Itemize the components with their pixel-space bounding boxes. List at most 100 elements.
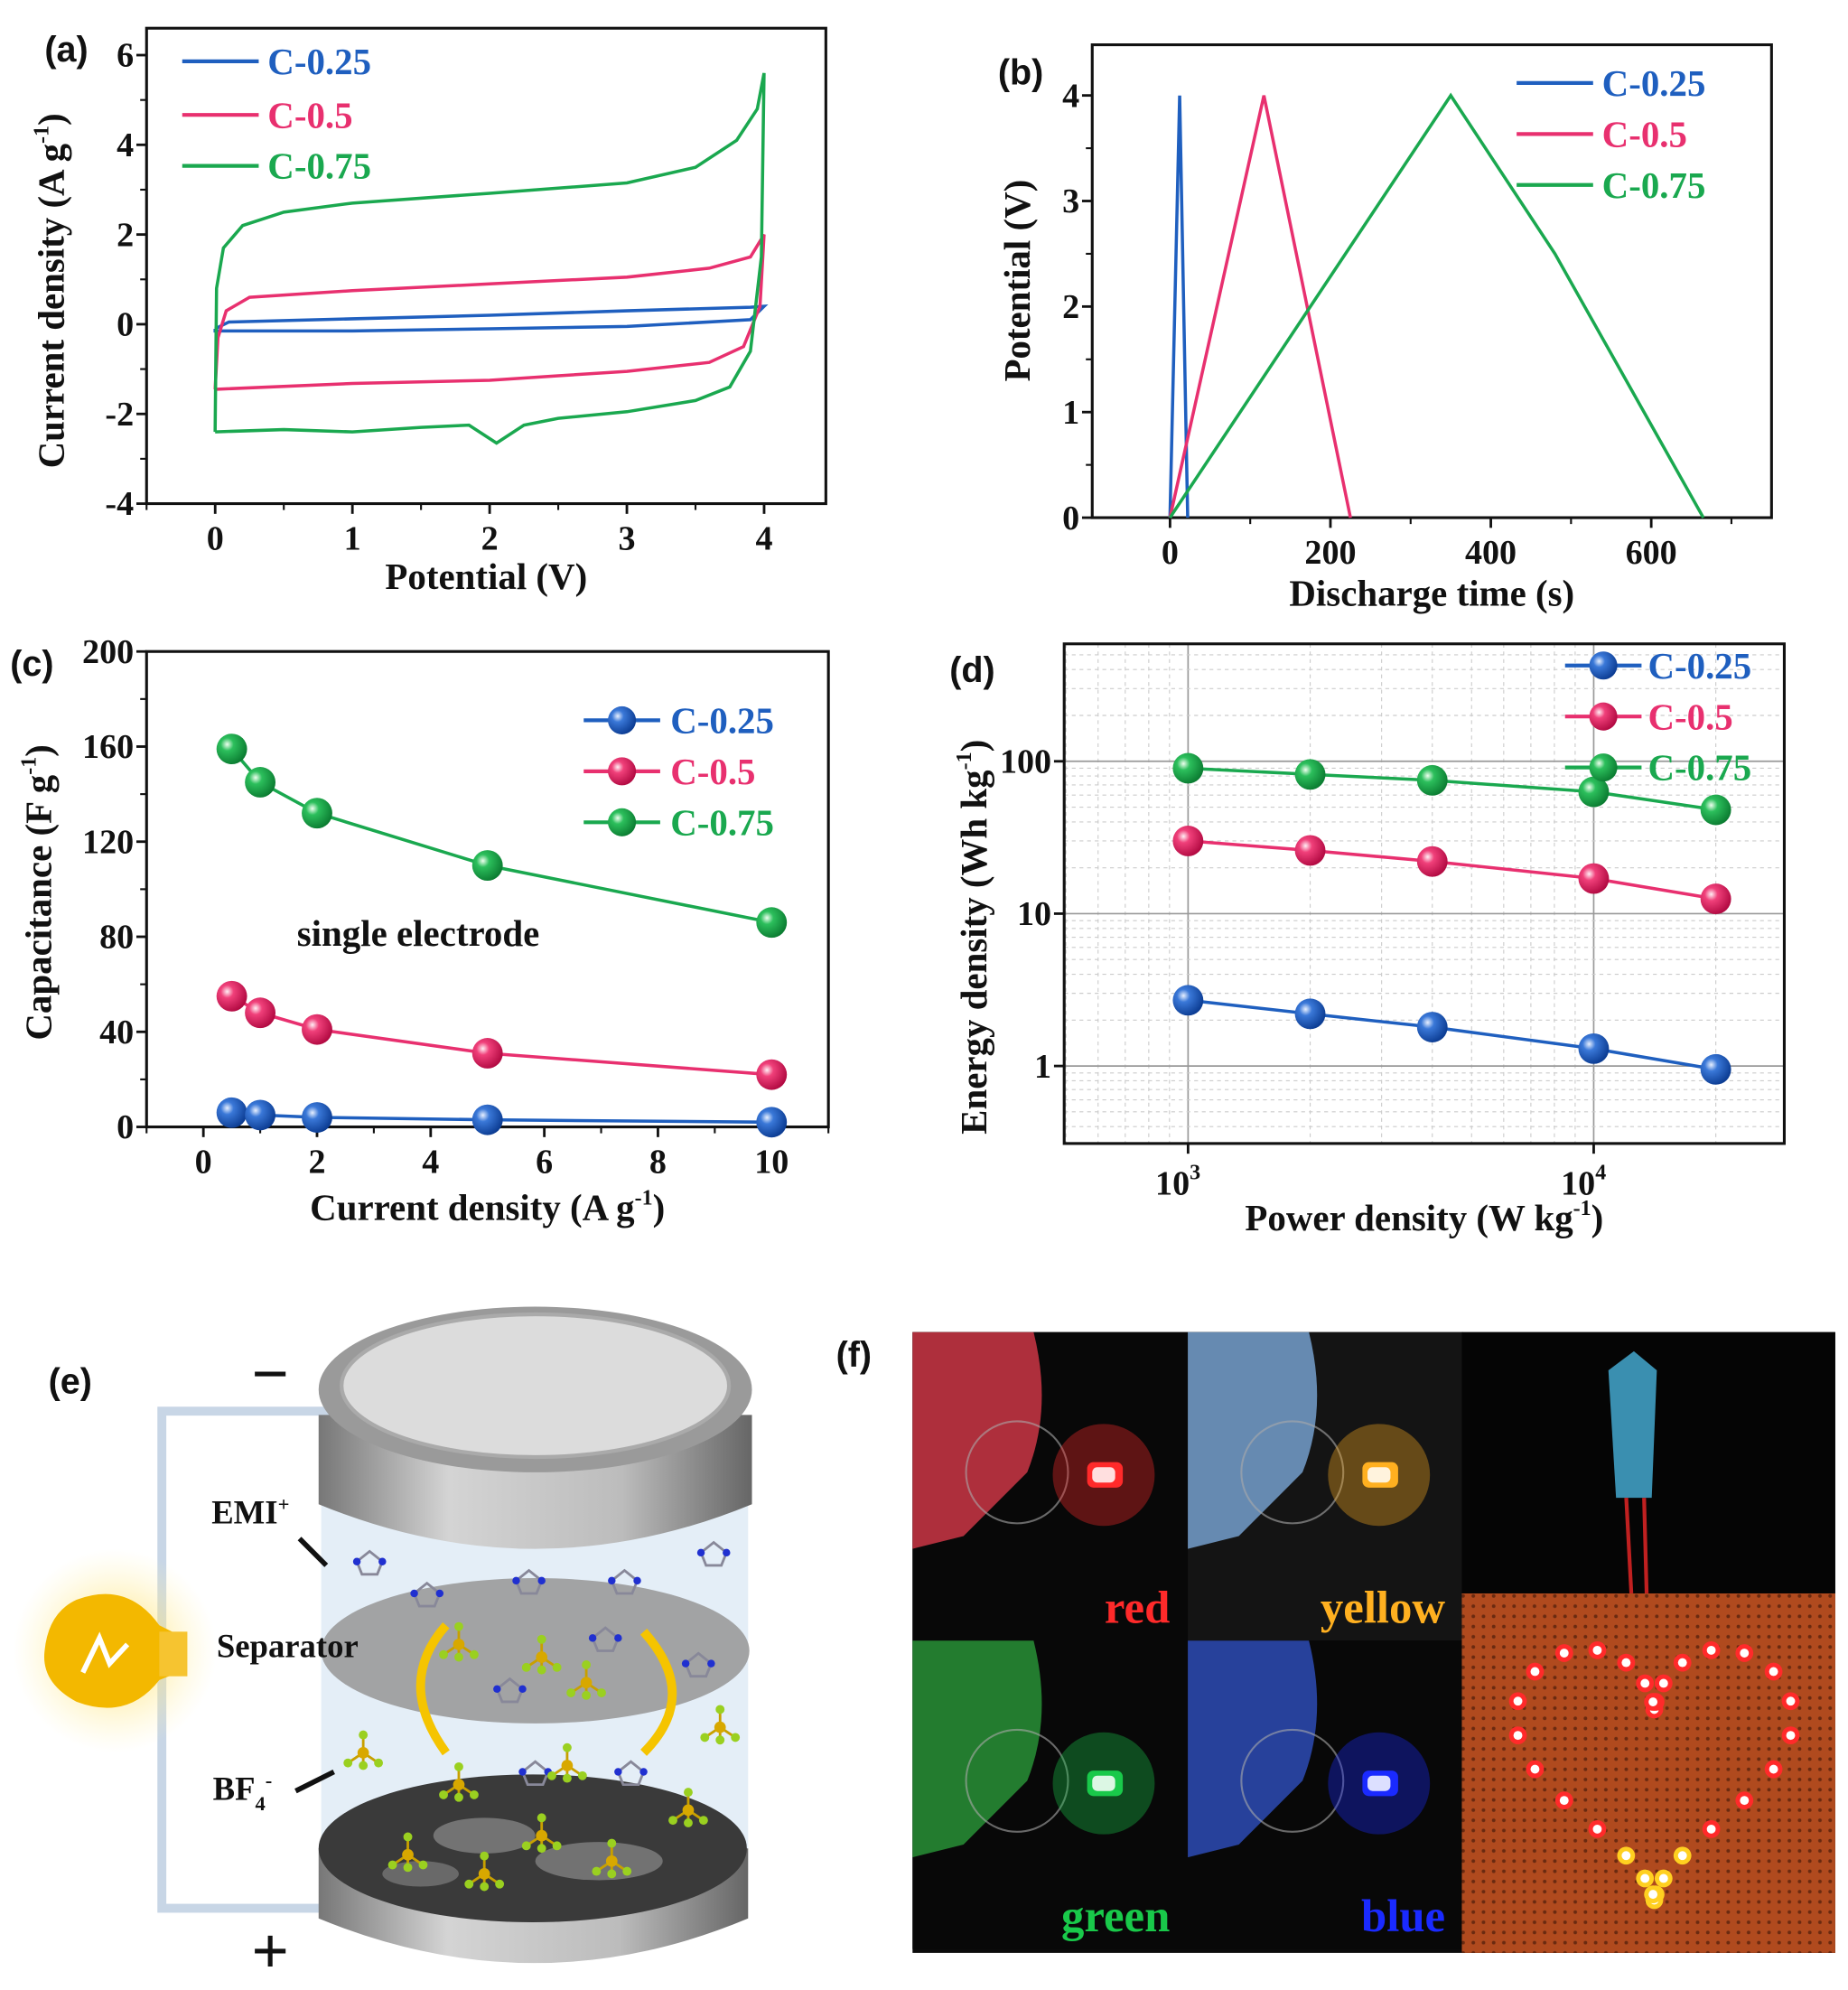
x-axis-label: Discharge time (s) xyxy=(1289,573,1574,613)
y-tick-label: 4 xyxy=(117,126,134,164)
electrode-disc xyxy=(965,1420,1069,1525)
heart-led-core xyxy=(1559,1649,1569,1658)
x-tick-label: 4 xyxy=(755,519,772,557)
x-axis-label: Potential (V) xyxy=(385,556,587,597)
heart-led-core xyxy=(1769,1764,1778,1774)
heart-led-core xyxy=(1648,1697,1658,1706)
legend-label: C-0.25 xyxy=(1647,646,1751,687)
legend-label: C-0.25 xyxy=(267,42,371,82)
data-point xyxy=(1416,846,1448,877)
bf4-anion-molecule xyxy=(521,1813,562,1854)
top-electrode-cap xyxy=(318,1306,752,1549)
series-C-0.75: C-0.75 xyxy=(182,72,766,445)
series-line xyxy=(1168,95,1190,519)
panel-label: (b) xyxy=(998,52,1043,92)
data-point xyxy=(1416,764,1448,796)
heart-led-core xyxy=(1677,1658,1687,1668)
legend-label: C-0.25 xyxy=(1602,63,1706,104)
y-tick-label: 4 xyxy=(1062,77,1079,115)
led-heart xyxy=(1508,1641,1800,1910)
y-tick-label: 1 xyxy=(1034,1048,1051,1086)
bf4-anion-molecule xyxy=(700,1705,741,1745)
heart-led-core xyxy=(1740,1796,1750,1806)
series-C-0.5: C-0.5 xyxy=(216,752,788,1090)
y-tick-label: 3 xyxy=(1062,182,1079,220)
x-tick-base: 10 xyxy=(1155,1164,1190,1202)
series-C-0.75: C-0.75 xyxy=(1172,748,1751,826)
plot-frame xyxy=(145,26,827,506)
y-tick-label: 1 xyxy=(1062,394,1079,432)
y-axis-label-tail: ) xyxy=(954,740,994,752)
x-tick-label: 0 xyxy=(1162,534,1179,572)
heart-led-core xyxy=(1706,1645,1716,1655)
heart-led-core xyxy=(1592,1824,1602,1834)
y-axis-label-sup: -1 xyxy=(31,126,54,144)
x-axis-label-tail: ) xyxy=(653,1188,666,1229)
cation-pointer-arrow xyxy=(297,1537,329,1567)
heart-led-core xyxy=(1706,1824,1716,1834)
panel-label-e: (e) xyxy=(49,1361,92,1401)
plot-frame xyxy=(1062,642,1787,1145)
data-point xyxy=(471,850,503,882)
series-C-0.25: C-0.25 xyxy=(182,42,769,333)
x-tick-label: 3 xyxy=(619,519,636,557)
bottom-electrode-cap xyxy=(318,1774,749,1964)
data-point xyxy=(1578,863,1610,894)
data-point xyxy=(1172,752,1204,784)
series-C-0.25: C-0.25 xyxy=(1168,63,1706,519)
x-tick-label: 2 xyxy=(481,519,499,557)
chart-panel-a: 0 1 2 3 4 -4 -2 0 2 4 6 (a) Potential (V) Current den… xyxy=(31,26,827,597)
heart-led-core xyxy=(1530,1764,1540,1774)
series-line xyxy=(1188,766,1716,812)
led-core xyxy=(1367,1467,1391,1483)
emi-cation-molecule xyxy=(588,1626,622,1652)
series-C-0.5: C-0.5 xyxy=(1168,95,1687,519)
emi-cation-molecule xyxy=(608,1568,641,1595)
x-tick-label: 400 xyxy=(1465,534,1517,572)
x-tick-label: 6 xyxy=(536,1143,553,1181)
legend-marker xyxy=(608,808,637,836)
y-tick-label: 0 xyxy=(1062,500,1079,537)
panel-e-supercapacitor-schematic: (e) − + EMI+ Separator BF4- xyxy=(13,1306,752,1987)
y-tick-label: 0 xyxy=(117,306,134,344)
y-tick-label: 120 xyxy=(82,823,134,861)
data-point xyxy=(1578,776,1610,808)
legend-marker xyxy=(608,757,637,786)
data-point xyxy=(471,1104,503,1135)
y-tick-label: 6 xyxy=(117,37,134,75)
x-tick-label: 10 xyxy=(754,1143,789,1181)
ion-molecules xyxy=(343,1540,741,1892)
x-axis-label-sup: -1 xyxy=(635,1187,653,1210)
anion-label-sub: 4 xyxy=(256,1792,266,1815)
data-point xyxy=(1416,1012,1448,1042)
x-axis-label-tail: ) xyxy=(1591,1198,1604,1238)
data-point xyxy=(302,798,332,829)
legend-label: C-0.5 xyxy=(1647,696,1732,737)
bf4-anion-molecule xyxy=(547,1742,587,1783)
data-point xyxy=(1578,1032,1610,1064)
y-tick-label: 80 xyxy=(99,919,134,957)
x-tick-label: 8 xyxy=(649,1143,667,1181)
data-point xyxy=(1172,985,1204,1016)
crocodile-clip xyxy=(1608,1350,1657,1594)
led-photo-yellow: yellow xyxy=(1188,1331,1463,1641)
panel-label: (d) xyxy=(949,650,994,690)
data-point xyxy=(245,767,276,798)
legend-marker xyxy=(1589,753,1618,782)
series-C-0.75: C-0.75 xyxy=(216,733,788,939)
chart-panel-b: 0 200 400 600 0 1 2 3 4 (b) Discharge time (s) Pote… xyxy=(997,43,1773,613)
series-C-0.25: C-0.25 xyxy=(1172,646,1751,1085)
heart-led-core xyxy=(1740,1649,1750,1658)
heart-led-core xyxy=(1677,1851,1687,1861)
x-tick-base: 10 xyxy=(1561,1164,1595,1202)
y-axis-label: Capacitance (F g-1) xyxy=(18,744,60,1040)
y-tick-label: -4 xyxy=(105,485,134,523)
anion-label-sup: - xyxy=(266,1769,273,1791)
anion-label: BF4- xyxy=(213,1769,273,1814)
bf4-anion-molecule xyxy=(464,1851,505,1892)
panel-f-led-photos: (f) red yellow green blue xyxy=(836,1331,1835,1953)
y-tick-label: -2 xyxy=(105,396,134,434)
heart-led-core xyxy=(1592,1645,1602,1655)
electrode-disc xyxy=(1240,1728,1345,1833)
heart-led-core xyxy=(1786,1696,1796,1706)
